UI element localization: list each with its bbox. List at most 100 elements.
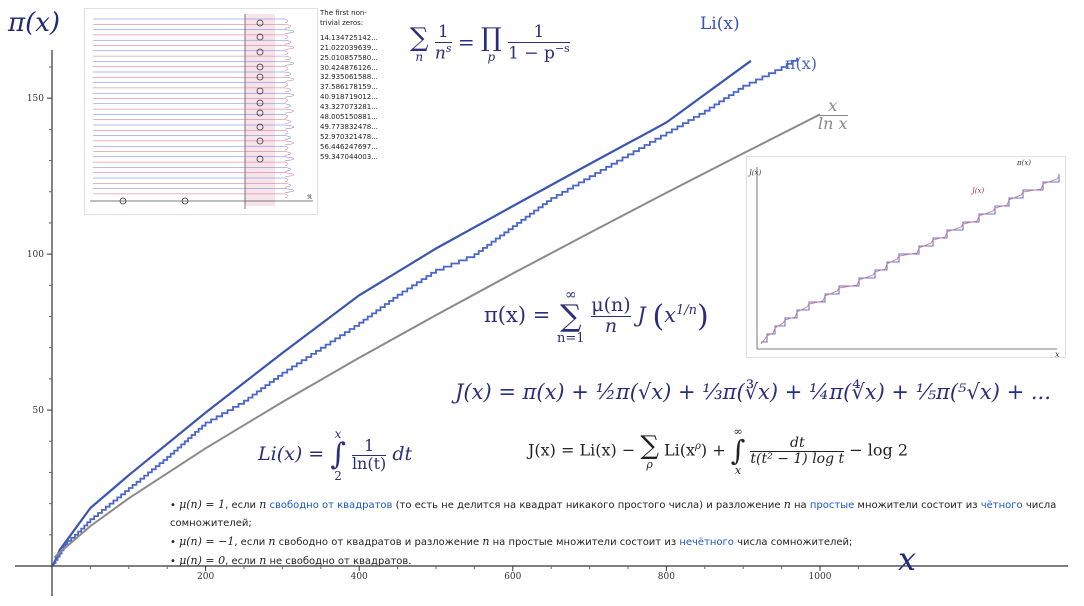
zeta-contour bbox=[93, 177, 289, 183]
pi-series-line bbox=[53, 57, 798, 564]
je-sum-bot: ρ bbox=[646, 457, 653, 471]
li-definition-formula: Li(x) = x ∫ 2 1 ln(t) dt bbox=[258, 427, 413, 483]
bullet-2-t4: числа сомножителей; bbox=[733, 537, 853, 548]
y-axis-label: π(x) bbox=[8, 8, 61, 38]
zeta-contour bbox=[93, 18, 289, 24]
bullet-1-t2: (то есть не делится на квадрат никакого … bbox=[392, 500, 784, 511]
zeros-header-1: The first non- bbox=[320, 9, 367, 17]
zero-value: 56.446247697... bbox=[320, 142, 378, 151]
axes bbox=[15, 50, 1068, 596]
bullet-1-t3: на bbox=[790, 500, 810, 511]
li-series-label: Li(x) bbox=[700, 14, 740, 34]
bullet-1: • μ(n) = 1, если n свободно от квадратов… bbox=[170, 498, 1057, 529]
j-inset-xlabel: x bbox=[1055, 350, 1060, 358]
zeta-zeros-inset: ℜ bbox=[84, 8, 318, 215]
xlnx-series-label: x ln x bbox=[818, 97, 848, 133]
trivial-zero-marker bbox=[119, 197, 127, 205]
bullet-2-m2: n bbox=[268, 535, 276, 548]
euler-eq: = bbox=[457, 30, 475, 55]
li-num: 1 bbox=[364, 435, 375, 455]
j-staircase-inset: J(x) x π(x) J(x) bbox=[746, 156, 1066, 358]
odd-link[interactable]: нечётного bbox=[679, 537, 734, 548]
zero-value: 52.970321478... bbox=[320, 132, 378, 141]
bullet-1-m2: n bbox=[259, 498, 267, 511]
je-den: t(t² − 1) log t bbox=[750, 450, 845, 467]
prime-link[interactable]: простые bbox=[809, 500, 855, 511]
j-arg-sup: 1/n bbox=[676, 303, 698, 318]
zero-value: 40.918719012... bbox=[320, 93, 378, 102]
bullet-2-t2: свободно от квадратов и разложение bbox=[275, 537, 483, 548]
x-tick-label-400: 400 bbox=[351, 572, 368, 582]
bullet-2: • μ(n) = −1, если n свободно от квадрато… bbox=[170, 535, 853, 548]
zero-marker bbox=[256, 63, 264, 71]
zeta-contour bbox=[93, 188, 295, 193]
zeta-contour bbox=[93, 92, 295, 98]
x-tick-label-1000: 1000 bbox=[809, 572, 832, 582]
pi-lhs: π(x) = bbox=[484, 303, 551, 327]
mu-num: μ(n) bbox=[591, 294, 631, 317]
zero-marker bbox=[256, 73, 264, 81]
zero-value: 32.935061588... bbox=[320, 73, 378, 82]
zeta-contour bbox=[93, 55, 292, 61]
zero-marker bbox=[256, 48, 264, 56]
bullet-2-t3: на простые множители состоит из bbox=[489, 537, 680, 548]
zero-value: 49.773832478... bbox=[320, 122, 378, 131]
zeta-contour bbox=[93, 77, 295, 82]
zeta-contour bbox=[93, 108, 295, 114]
zeros-values: 14.134725142... 21.022039639... 25.0108575… bbox=[320, 34, 378, 163]
zero-marker bbox=[256, 137, 264, 145]
prod-sub: p bbox=[487, 49, 496, 64]
zeta-contour bbox=[93, 66, 289, 71]
zero-marker bbox=[256, 123, 264, 131]
squarefree-link[interactable]: свободно от квадратов bbox=[266, 500, 393, 511]
li-dt: dt bbox=[392, 443, 413, 465]
zero-value: 59.347044003... bbox=[320, 152, 378, 161]
mu-den: n bbox=[604, 315, 618, 337]
zero-value: 43.327073281... bbox=[320, 103, 378, 112]
zero-marker bbox=[256, 155, 264, 163]
je-int-bot: x bbox=[734, 464, 742, 477]
bullet-1-t4: множители состоит из bbox=[854, 500, 981, 511]
zeta-contour bbox=[93, 130, 289, 135]
even-link[interactable]: чётного bbox=[980, 500, 1023, 511]
series-layer bbox=[51, 57, 821, 567]
x-axis-label: x bbox=[898, 540, 917, 578]
zeta-contour bbox=[93, 50, 289, 56]
mobius-definition-list: • μ(n) = 1, если n свободно от квадратов… bbox=[170, 496, 1084, 571]
frac-den-sup: s bbox=[445, 41, 452, 55]
zeros-header-2: trivial zeros: bbox=[320, 18, 364, 27]
zeta-contour bbox=[93, 161, 289, 167]
zero-value: 25.010857580... bbox=[320, 53, 378, 62]
zeta-contour bbox=[93, 39, 292, 45]
j-arg: x bbox=[664, 303, 677, 327]
je-term-end: ) + bbox=[700, 440, 726, 460]
zeta-contour bbox=[93, 82, 289, 87]
j-inset-ylabel: J(x) bbox=[747, 169, 761, 177]
zeta-contour bbox=[93, 103, 292, 109]
rhs-den-sup: −s bbox=[554, 41, 570, 55]
j-symbol: J bbox=[637, 303, 646, 327]
bullet-3-m2: n bbox=[259, 554, 267, 567]
frac-num: 1 bbox=[437, 22, 449, 42]
zeta-contour bbox=[93, 151, 292, 156]
tick-layer: 200 400 600 800 1000 50 100 150 bbox=[27, 66, 859, 582]
zeta-contour bbox=[93, 135, 292, 140]
zeta-contour bbox=[93, 156, 295, 162]
je-lhs: J(x) = Li(x) − bbox=[528, 440, 636, 460]
bullet-1-math: μ(n) = 1 bbox=[179, 498, 226, 511]
zero-marker bbox=[256, 87, 264, 95]
zeta-contour bbox=[93, 45, 295, 50]
zeta-contour bbox=[93, 24, 292, 29]
zeta-contour bbox=[93, 119, 292, 124]
zeta-contour bbox=[93, 124, 295, 130]
zero-marker bbox=[256, 109, 264, 117]
pi-from-j-formula: π(x) = ∞ ∑ n=1 μ(n) n J (x1/n) bbox=[484, 287, 709, 346]
y-tick-label-50: 50 bbox=[33, 406, 45, 416]
y-tick-label-150: 150 bbox=[27, 94, 44, 104]
y-tick-label-100: 100 bbox=[27, 250, 44, 260]
zero-value: 21.022039639... bbox=[320, 43, 378, 52]
zeta-axis-label: ℜ bbox=[307, 194, 312, 201]
zero-value: 30.424876126... bbox=[320, 63, 378, 72]
je-int-top: ∞ bbox=[733, 425, 743, 438]
